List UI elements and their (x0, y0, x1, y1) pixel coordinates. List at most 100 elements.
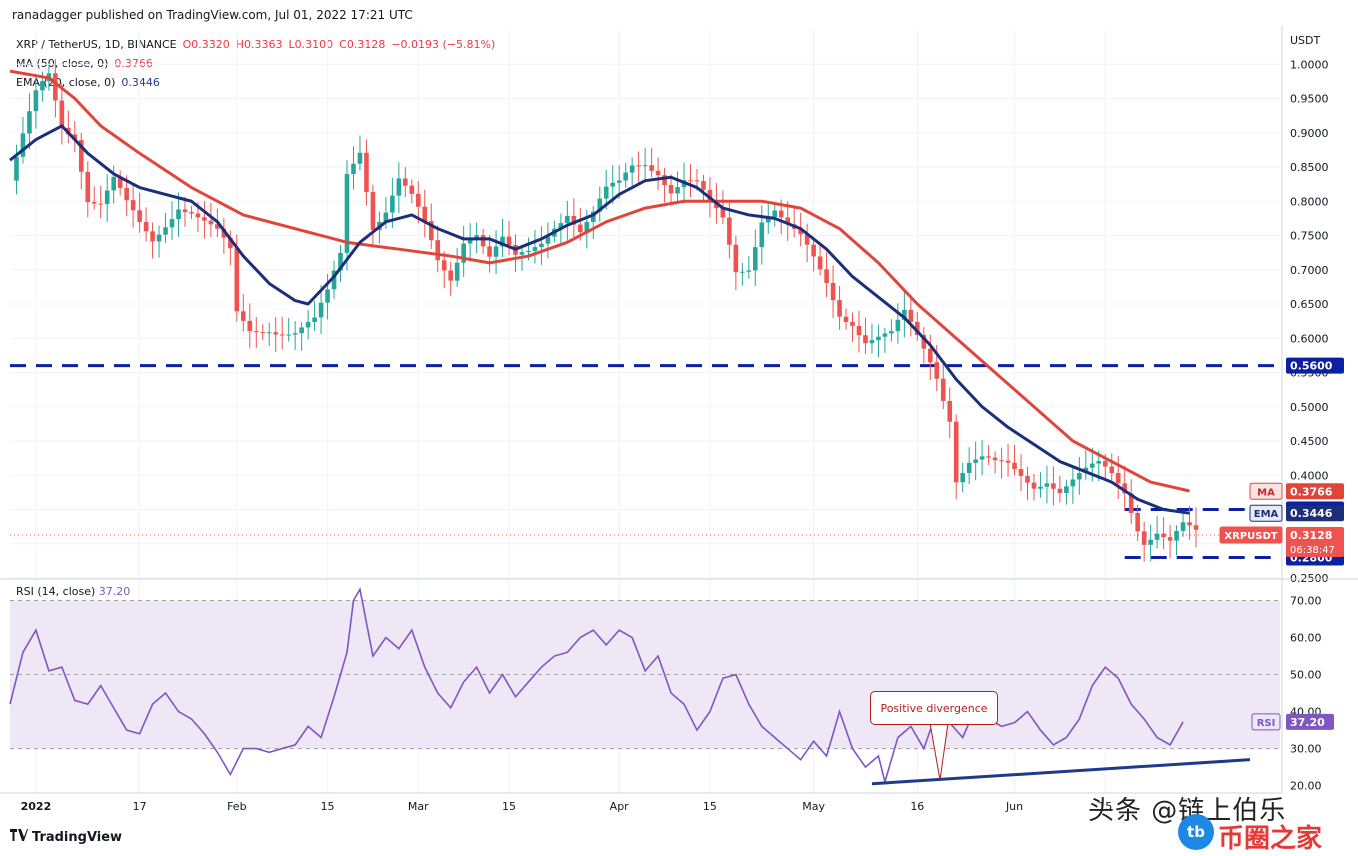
price-tick-label: 0.9500 (1290, 93, 1329, 106)
candle-body (1193, 525, 1199, 530)
candle-body (947, 400, 953, 422)
candle-body (804, 234, 810, 245)
time-tick-label: Apr (610, 800, 630, 813)
candle-body (565, 215, 570, 224)
candle-body (999, 460, 1004, 462)
candle-body (1012, 462, 1017, 470)
candle-body (843, 316, 849, 322)
tradingview-icon (10, 829, 28, 845)
candle-body (487, 246, 492, 257)
candle-body (260, 332, 266, 334)
candle-body (182, 209, 188, 213)
candle-body (500, 236, 505, 247)
candle-body (247, 320, 253, 332)
candle-body (1096, 460, 1102, 464)
candle-body (772, 210, 778, 217)
ma-legend-line[interactable]: MA (50, close, 0) 0.3766 (16, 54, 495, 73)
candle-body (78, 140, 84, 172)
candle-body (953, 421, 959, 483)
rsi-legend-label: RSI (14, close) (16, 585, 96, 598)
candle-body (409, 185, 415, 194)
candle-body (578, 224, 583, 233)
price-tick-label: 0.4500 (1290, 435, 1329, 448)
candle-body (364, 152, 369, 193)
candle-body (163, 227, 168, 235)
candle-body (1090, 463, 1095, 468)
candle-body (837, 300, 842, 317)
candle-body (396, 178, 402, 196)
candle-body (351, 163, 356, 175)
candle-body (20, 133, 26, 157)
candle-body (370, 192, 376, 230)
candle-body (390, 195, 395, 213)
candle-body (325, 289, 330, 303)
candle-body (480, 235, 486, 247)
candle-body (506, 236, 512, 245)
candle-body (1154, 533, 1160, 540)
candle-body (27, 111, 32, 134)
rsi-tick-label: 60.00 (1290, 632, 1322, 645)
candle-body (72, 134, 78, 141)
price-axis-labels: 0.56000.35000.2800MA0.3766EMA0.3446XRPUS… (1219, 357, 1344, 731)
bar-countdown-text: 06:38:47 (1290, 545, 1335, 556)
rsi-band (10, 600, 1280, 750)
rsi-tick-label: 70.00 (1290, 595, 1322, 608)
candle-body (111, 176, 116, 191)
time-tick-label: 15 (321, 800, 335, 813)
candle-body (863, 335, 868, 344)
price-tag-text: MA (1257, 487, 1275, 498)
ema-legend-value: 0.3446 (121, 76, 160, 89)
candle-body (266, 332, 272, 334)
time-tick-label: 2022 (21, 800, 52, 813)
candle-body (292, 333, 298, 335)
candle-body (765, 216, 771, 223)
watermark-site: 币圈之家 (1218, 824, 1323, 854)
candle-body (979, 456, 985, 460)
rsi-tag-box (1251, 713, 1281, 731)
candle-body (584, 221, 590, 233)
rsi-legend[interactable]: RSI (14, close) 37.20 (16, 585, 130, 598)
candle-body (156, 234, 162, 242)
candle-body (14, 156, 19, 181)
time-tick-label: Jun (1005, 800, 1023, 813)
candle-body (1148, 539, 1153, 545)
candle-body (1187, 522, 1192, 526)
price-tick-label: 0.9000 (1290, 127, 1329, 140)
candle-body (33, 90, 39, 112)
candle-body (1025, 475, 1030, 483)
candle-body (98, 203, 104, 205)
ohlc-change: −0.0193 (−5.81%) (391, 38, 496, 51)
horizontal-levels (10, 364, 1280, 559)
candle-body (208, 220, 214, 225)
candle-body (902, 309, 907, 320)
candle-body (785, 217, 791, 225)
rsi-trendline (871, 758, 1251, 786)
price-value-text: 0.3446 (1290, 507, 1333, 520)
time-tick-label: 15 (703, 800, 717, 813)
watermark-badge: tb (1178, 814, 1214, 850)
tradingview-logo[interactable]: TradingView (10, 829, 122, 845)
positive-divergence-callout: Positive divergence (870, 691, 998, 725)
candle-body (40, 81, 45, 91)
candle-body (753, 247, 758, 271)
candle-body (279, 334, 285, 336)
candle-body (176, 209, 181, 220)
candle-body (1161, 533, 1166, 538)
ema-20-line (9, 124, 1190, 515)
candle-body (856, 325, 862, 336)
candle-body (1109, 466, 1115, 474)
candle-body (53, 73, 58, 101)
candle-body (869, 340, 875, 344)
candle-body (234, 248, 240, 312)
tradingview-brand: TradingView (32, 829, 123, 845)
candle-body (532, 247, 538, 251)
candle-body (701, 181, 706, 190)
time-tick-label: Mar (408, 800, 429, 813)
symbol-name[interactable]: XRP / TetherUS, 1D, BINANCE (16, 38, 177, 51)
candle-body (610, 182, 616, 187)
candle-body (655, 170, 661, 176)
price-value-text: 0.3766 (1290, 485, 1333, 498)
candle-body (915, 321, 920, 335)
candle-body (59, 100, 65, 128)
